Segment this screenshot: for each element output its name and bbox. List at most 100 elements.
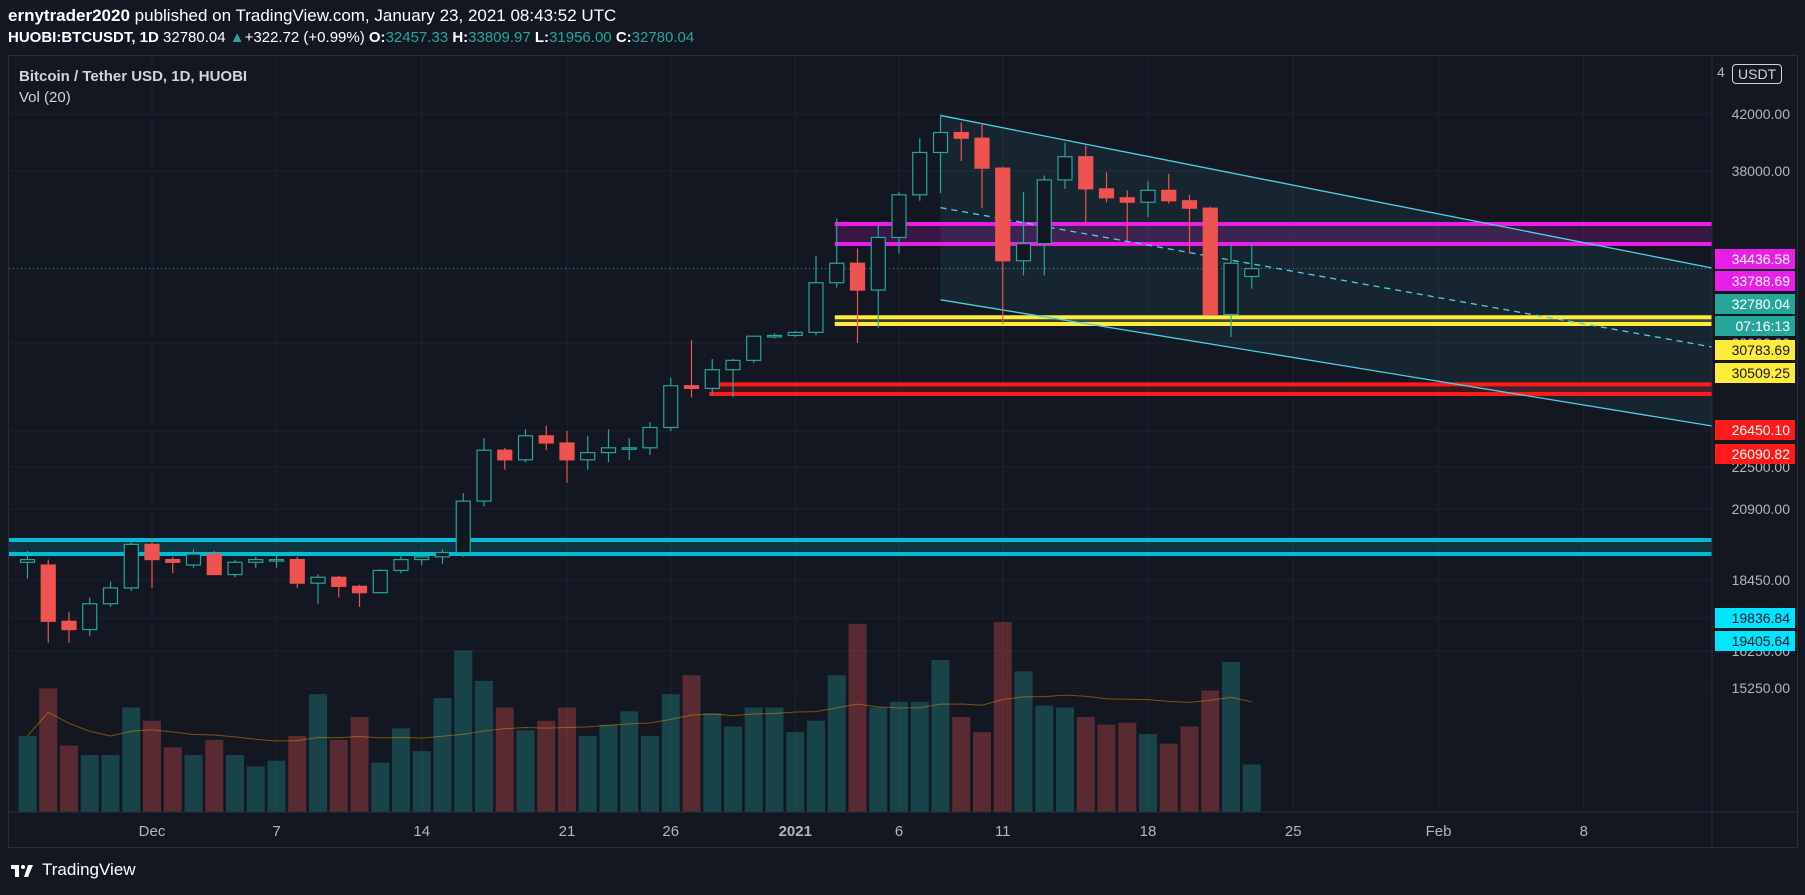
volume-bar: [599, 724, 618, 812]
high-value: 33809.97: [468, 29, 531, 46]
last-price: 32780.04: [163, 29, 226, 46]
time-tick-label: Feb: [1426, 823, 1452, 840]
volume-bar: [412, 751, 431, 812]
brand-name: TradingView: [42, 860, 136, 879]
level-band-red: [709, 384, 1712, 394]
candle-down: [206, 553, 222, 576]
level-band-magenta: [834, 223, 1712, 244]
candle-down: [1202, 207, 1218, 316]
volume-bar: [661, 694, 680, 812]
symbol-label: HUOBI:BTCUSDT, 1D: [8, 29, 159, 46]
level-price-tag: 34436.58: [1732, 251, 1791, 267]
volume-bar: [537, 720, 556, 812]
candle-up: [1223, 262, 1239, 316]
volume-bar: [101, 755, 120, 812]
level-price-tag: 26450.10: [1732, 422, 1791, 438]
volume-bar: [848, 623, 867, 812]
volume-bar: [246, 766, 265, 812]
volume-bar: [703, 713, 722, 812]
candle-up: [1244, 267, 1260, 278]
candle-up: [663, 385, 679, 429]
level-band-cyan: [9, 539, 1712, 554]
candle-down: [351, 585, 368, 594]
published-text: published on TradingView.com, January 23…: [134, 6, 617, 25]
volume-bar: [18, 736, 37, 812]
candle-down: [559, 442, 575, 461]
level-price-tag-bg: [1715, 420, 1795, 440]
time-tick-label: 25: [1285, 823, 1302, 840]
level-band-yellow: [834, 317, 1712, 324]
level-price-tag-bg: [1715, 249, 1795, 269]
volume-bar: [890, 701, 908, 812]
volume-bar: [392, 728, 410, 812]
candle-up: [1057, 156, 1073, 181]
open-value: 32457.33: [385, 29, 449, 46]
volume-bar: [744, 707, 763, 812]
volume-bar: [682, 675, 701, 812]
volume-bar: [641, 736, 659, 812]
candle-up: [1140, 189, 1156, 203]
time-tick-label: 21: [559, 823, 576, 840]
volume-bar: [1076, 717, 1095, 812]
chart-pane[interactable]: [8, 55, 1798, 848]
candle-down: [40, 564, 56, 622]
candle-down: [683, 385, 700, 389]
author-name[interactable]: ernytrader2020: [8, 6, 130, 25]
candle-down: [61, 620, 77, 631]
candle-down: [1078, 156, 1094, 190]
candle-up: [248, 558, 264, 563]
candle-up: [517, 435, 534, 461]
candle-up: [746, 335, 762, 361]
candle-up: [580, 452, 596, 461]
volume-bar: [80, 755, 99, 812]
volume-bar: [226, 755, 244, 812]
high-label: H:: [452, 29, 469, 46]
volume-bar: [329, 739, 348, 812]
candle-up: [455, 500, 471, 554]
volume-bar: [973, 732, 991, 812]
price-tick-label: 4: [1717, 64, 1725, 80]
candle-up: [1036, 179, 1052, 245]
volume-bar: [1201, 690, 1220, 812]
level-price-tag: 19836.84: [1732, 610, 1791, 626]
volume-bar: [1035, 705, 1054, 812]
candle-up: [82, 603, 98, 631]
currency-button[interactable]: USDT: [1732, 64, 1783, 84]
candle-up: [932, 131, 949, 154]
time-tick-label: 14: [413, 823, 430, 840]
candle-up: [725, 359, 741, 371]
volume-bar: [952, 717, 971, 812]
volume-bar: [516, 730, 535, 812]
candle-up: [829, 262, 845, 284]
level-price-tag-bg: [1715, 631, 1795, 651]
volume-bar: [620, 711, 639, 812]
price-tick-label: 42000.00: [1732, 106, 1791, 122]
candle-up: [414, 556, 430, 561]
candle-down: [995, 167, 1011, 262]
volume-bar: [558, 707, 576, 812]
candle-down: [849, 262, 866, 291]
time-tick-label: 8: [1580, 823, 1588, 840]
volume-bar: [578, 736, 597, 812]
footer-brand[interactable]: TradingView: [10, 860, 136, 880]
current-price-tag-bg: [1715, 294, 1795, 314]
level-price-tag: 33788.69: [1732, 273, 1791, 289]
candle-up: [310, 576, 326, 584]
level-price-tag-bg: [1715, 608, 1795, 628]
candle-up: [227, 561, 243, 576]
close-label: C:: [615, 29, 632, 46]
candle-down: [289, 558, 305, 584]
chart-legend-title: Bitcoin / Tether USD, 1D, HUOBI: [19, 68, 248, 85]
volume-bar: [1097, 724, 1116, 812]
candle-up: [434, 551, 451, 558]
candle-up: [912, 151, 928, 196]
candle-down: [144, 543, 160, 561]
tradingview-logo-icon: [11, 865, 33, 877]
open-label: O:: [368, 29, 386, 46]
candle-up: [621, 447, 637, 450]
candle-up: [102, 587, 119, 605]
level-price-tag-bg: [1715, 363, 1795, 383]
time-tick-label: 6: [895, 823, 903, 840]
candle-up: [1015, 243, 1032, 262]
